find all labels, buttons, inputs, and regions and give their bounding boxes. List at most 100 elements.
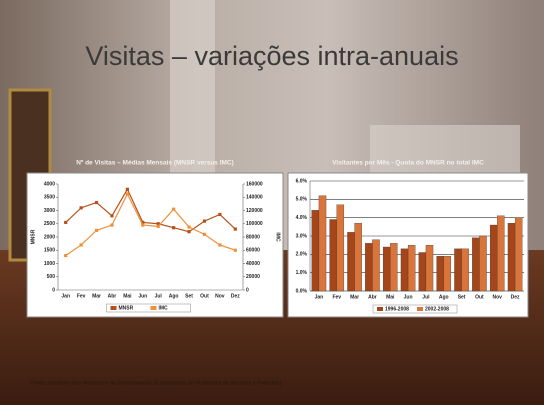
- x-tick-label: Dez: [231, 293, 240, 299]
- x-tick-label: Out: [200, 293, 209, 299]
- bar: [390, 243, 398, 292]
- marker: [172, 207, 176, 211]
- marker: [218, 243, 222, 247]
- marker: [218, 212, 222, 217]
- marker: [156, 224, 160, 228]
- marker: [79, 243, 83, 247]
- legend-label: 2002-2008: [425, 306, 449, 312]
- marker: [94, 200, 99, 205]
- y-tick-label: 2000: [44, 234, 55, 240]
- y2-tick-label: 40000: [246, 261, 260, 267]
- marker: [94, 228, 99, 232]
- y-tick-label: 0: [52, 287, 55, 293]
- bar: [372, 239, 380, 292]
- y-tick-label: 1000: [44, 261, 55, 267]
- line: [65, 188, 236, 233]
- marker: [141, 220, 145, 225]
- x-tick-label: Abr: [108, 293, 117, 299]
- marker: [64, 220, 68, 225]
- x-tick-label: Fev: [332, 294, 341, 300]
- marker: [233, 248, 237, 252]
- marker: [187, 225, 191, 229]
- bar: [336, 204, 345, 292]
- bar: [479, 235, 487, 292]
- bar: [461, 248, 469, 292]
- y2-tick-label: 120000: [246, 208, 263, 214]
- bar: [318, 195, 327, 292]
- bar: [436, 256, 444, 292]
- y-tick-label: 4.0%: [296, 215, 308, 221]
- y2-tick-label: 0: [246, 287, 249, 293]
- y-tick-label: 500: [47, 274, 56, 280]
- marker: [202, 232, 207, 236]
- line: [65, 192, 236, 257]
- bar: [514, 217, 523, 292]
- y2-tick-label: 160000: [246, 181, 263, 187]
- y2-tick-label: 100000: [246, 221, 263, 227]
- y2-tick-label: 140000: [246, 195, 263, 201]
- bar: [347, 232, 355, 292]
- marker: [125, 192, 129, 196]
- y-axis-label: MNSR: [30, 229, 36, 244]
- x-tick-label: Set: [458, 294, 466, 300]
- x-tick-label: Ago: [169, 293, 179, 299]
- legend-swatch: [377, 307, 383, 311]
- marker: [233, 227, 237, 231]
- marker: [202, 219, 207, 223]
- legend-label: 1996-2008: [385, 306, 409, 312]
- marker: [156, 222, 160, 226]
- x-tick-label: Jul: [155, 293, 163, 299]
- x-tick-label: Jun: [404, 294, 413, 300]
- x-tick-label: Mai: [123, 293, 132, 299]
- bar: [418, 252, 427, 292]
- bar: [425, 245, 434, 292]
- bar: [443, 256, 452, 292]
- bar: [354, 223, 362, 292]
- x-tick-label: Jan: [315, 294, 324, 300]
- legend-swatch: [150, 306, 157, 310]
- chart-area: [287, 172, 529, 318]
- x-tick-label: Abr: [368, 294, 377, 300]
- x-tick-label: Out: [475, 294, 484, 300]
- x-tick-label: Mar: [350, 294, 359, 300]
- x-tick-label: Mar: [92, 293, 101, 299]
- x-tick-label: Jan: [61, 293, 70, 299]
- legend-label: IMC: [159, 305, 169, 311]
- bar: [497, 215, 505, 292]
- x-tick-label: Nov: [215, 293, 225, 299]
- x-tick-label: Jun: [138, 293, 147, 299]
- bar: [454, 248, 462, 292]
- y-tick-label: 3500: [44, 195, 55, 201]
- marker: [187, 230, 191, 234]
- y2-tick-label: 60000: [246, 248, 260, 254]
- x-tick-label: Mai: [386, 294, 395, 300]
- y-tick-label: 1500: [44, 248, 55, 254]
- y-tick-label: 3.0%: [296, 233, 308, 239]
- y2-tick-label: 80000: [246, 234, 260, 240]
- bar: [489, 224, 498, 292]
- x-tick-label: Fev: [77, 293, 86, 299]
- legend-box: [372, 304, 458, 314]
- y-tick-label: 1.0%: [296, 270, 308, 276]
- marker: [125, 187, 129, 191]
- y-tick-label: 4000: [44, 181, 55, 187]
- y2-tick-label: 20000: [246, 274, 260, 280]
- y-tick-label: 3000: [44, 208, 55, 214]
- marker: [172, 226, 176, 230]
- marker: [141, 223, 145, 227]
- marker: [64, 253, 68, 258]
- legend-box: [106, 303, 191, 313]
- bar: [472, 237, 480, 292]
- x-tick-label: Ago: [439, 294, 449, 300]
- bar: [329, 219, 337, 292]
- bar: [365, 243, 373, 292]
- x-tick-label: Set: [185, 293, 193, 299]
- marker: [110, 223, 114, 227]
- bar: [382, 246, 391, 292]
- marker: [79, 206, 83, 210]
- chart-area: [26, 172, 284, 318]
- bar: [507, 223, 516, 292]
- y2-axis-label: IMC: [275, 232, 281, 242]
